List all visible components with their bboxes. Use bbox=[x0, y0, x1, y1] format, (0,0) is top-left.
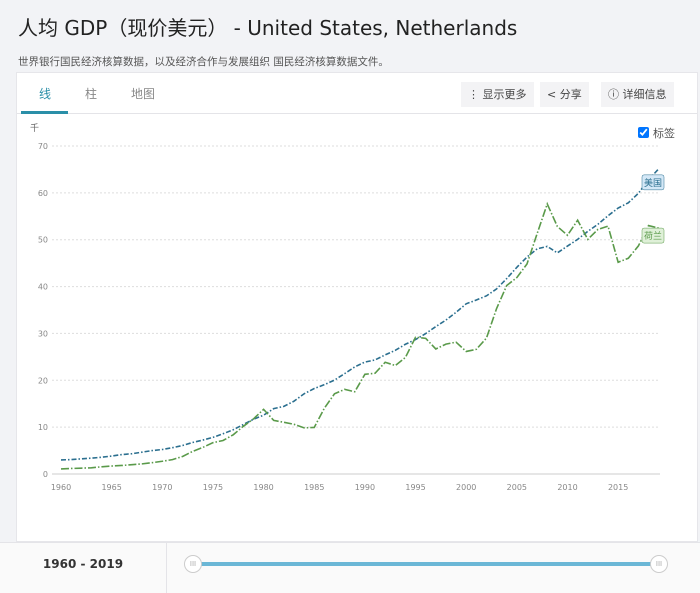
line-chart: 千 0 10 20 30 40 50 60 70 1960 1965 1970 1975 1980 1985… bbox=[30, 123, 665, 492]
y-tick-label: 70 bbox=[38, 142, 48, 151]
y-tick-label: 20 bbox=[38, 376, 48, 385]
tab-bar[interactable]: 柱 bbox=[85, 87, 98, 101]
range-start-handle[interactable]: III bbox=[184, 555, 202, 573]
page-title: 人均 GDP（现价美元） - United States, Netherland… bbox=[18, 16, 518, 40]
active-tab-indicator bbox=[21, 111, 68, 114]
y-tick-label: 30 bbox=[38, 329, 48, 338]
series-line-netherlands bbox=[60, 201, 659, 470]
y-tick-label: 60 bbox=[38, 189, 48, 198]
y-tick-label: 40 bbox=[38, 283, 48, 292]
series-label-box bbox=[641, 227, 665, 244]
x-tick-label: 1975 bbox=[203, 483, 223, 492]
labels-checkbox[interactable] bbox=[638, 127, 649, 138]
x-tick-label: 1980 bbox=[253, 483, 273, 492]
labels-toggle-label: 标签 bbox=[653, 127, 675, 140]
series-line-united-states bbox=[60, 168, 660, 461]
x-tick-label: 1960 bbox=[51, 483, 71, 492]
share-button[interactable]: < 分享 bbox=[540, 82, 589, 107]
series-label-box bbox=[641, 174, 665, 191]
x-tick-label: 1970 bbox=[152, 483, 172, 492]
x-tick-label: 2015 bbox=[608, 483, 628, 492]
x-tick-label: 1995 bbox=[405, 483, 425, 492]
x-tick-label: 2010 bbox=[557, 483, 577, 492]
y-tick-label: 10 bbox=[38, 423, 48, 432]
show-more-button[interactable]: ⋮ 显示更多 bbox=[461, 82, 534, 107]
range-label: 1960 - 2019 bbox=[0, 543, 167, 593]
y-axis-unit: 千 bbox=[30, 123, 39, 134]
x-tick-label: 1965 bbox=[101, 483, 121, 492]
x-tick-label: 2000 bbox=[456, 483, 476, 492]
details-button[interactable]: ⓘ 详细信息 bbox=[601, 82, 674, 107]
tab-map[interactable]: 地图 bbox=[131, 87, 156, 101]
range-track[interactable] bbox=[192, 562, 660, 566]
chart-card: 线 柱 地图 ⋮ 显示更多 < 分享 ⓘ 详细信息 标签 bbox=[16, 72, 698, 542]
tab-line[interactable]: 线 bbox=[39, 87, 52, 101]
x-tick-label: 1990 bbox=[355, 483, 375, 492]
range-end-handle[interactable]: III bbox=[650, 555, 668, 573]
x-tick-label: 2005 bbox=[507, 483, 527, 492]
labels-toggle[interactable]: 标签 bbox=[638, 125, 675, 141]
series-label: 美国 bbox=[644, 177, 662, 189]
source-note: 世界银行国民经济核算数据，以及经济合作与发展组织 国民经济核算数据文件。 bbox=[18, 56, 389, 68]
x-tick-label: 1985 bbox=[304, 483, 324, 492]
chart-tabs: 线 柱 地图 ⋮ 显示更多 < 分享 ⓘ 详细信息 bbox=[17, 73, 697, 114]
y-tick-label: 50 bbox=[38, 236, 48, 245]
range-slider-bar: 1960 - 2019 III III bbox=[0, 542, 700, 593]
series-label: 荷兰 bbox=[644, 230, 662, 242]
y-tick-label: 0 bbox=[43, 470, 48, 479]
